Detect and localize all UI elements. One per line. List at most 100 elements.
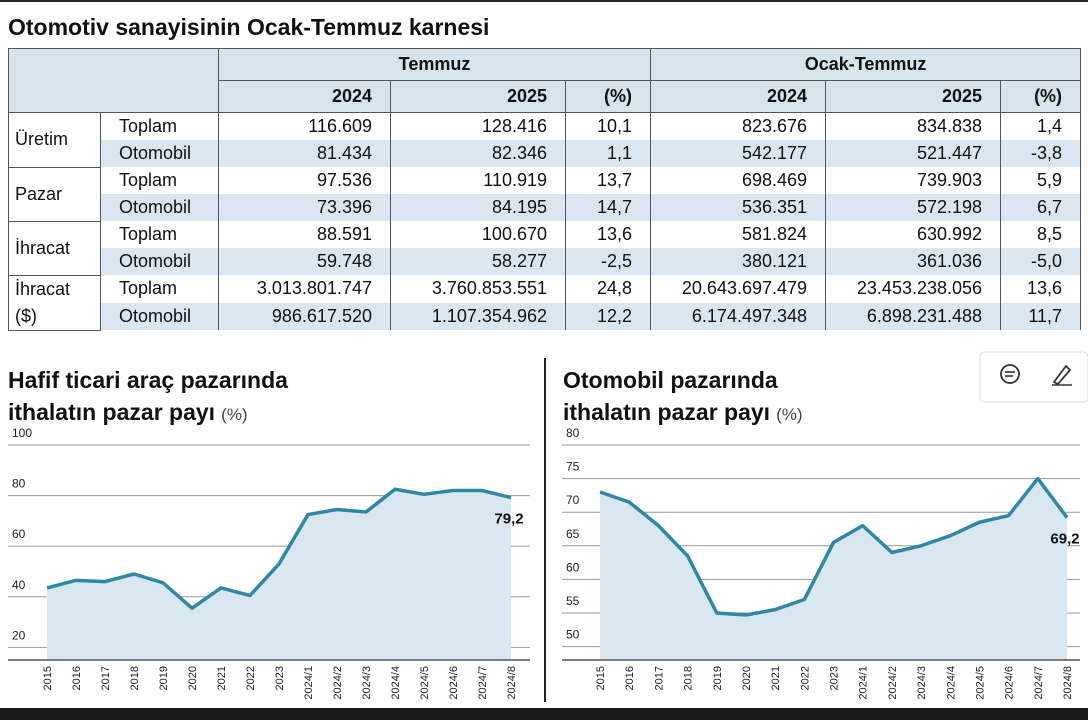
x-tick-label: 2024/1	[303, 666, 315, 700]
x-tick-label: 2020	[741, 666, 753, 690]
column-header: 2024	[218, 80, 391, 113]
page-title: Otomotiv sanayisinin Ocak-Temmuz karnesi	[8, 14, 490, 40]
x-tick-label: 2016	[71, 666, 83, 690]
y-tick-label: 40	[12, 578, 26, 592]
cell: 1,4	[1000, 112, 1082, 140]
cell: 823.676	[650, 112, 827, 140]
x-tick-label: 2024/5	[974, 666, 986, 700]
cell: 88.591	[218, 221, 391, 248]
x-tick-label: 2023	[829, 666, 841, 690]
x-tick-label: 2022	[799, 666, 811, 690]
cell: 572.198	[825, 194, 1002, 221]
y-tick-label: 70	[566, 493, 580, 507]
x-tick-label: 2019	[712, 666, 724, 690]
cell: 5,9	[1000, 167, 1082, 194]
cell: 581.824	[650, 221, 827, 248]
unit: (%)	[221, 405, 247, 424]
x-tick-label: 2024/4	[945, 666, 957, 700]
chart-title: Otomobil pazarında	[563, 367, 778, 393]
cell: 834.838	[825, 112, 1002, 140]
x-tick-label: 2020	[187, 666, 199, 690]
area-fill	[600, 478, 1067, 660]
group-label: İhracat ($)	[8, 274, 101, 331]
cell: 6.174.497.348	[650, 302, 827, 330]
x-tick-label: 2024/1	[858, 666, 870, 700]
y-tick-label: 20	[12, 628, 26, 642]
cell: 14,7	[564, 194, 652, 221]
column-group: Temmuz	[217, 48, 652, 81]
column-header: 2025	[825, 80, 1002, 113]
value-label: 69,2	[1050, 531, 1079, 548]
y-tick-label: 55	[566, 594, 580, 608]
unit: (%)	[776, 405, 802, 424]
row-label: Otomobil	[100, 302, 219, 330]
x-tick-label: 2024/2	[332, 666, 344, 700]
toolbar	[979, 351, 1088, 403]
comment-icon[interactable]	[1000, 364, 1020, 384]
column-header: (%)	[564, 80, 652, 113]
cell: 630.992	[825, 221, 1002, 248]
row-label: Toplam	[100, 275, 219, 303]
x-tick-label: 2016	[624, 666, 636, 690]
column-header: (%)	[1000, 80, 1082, 113]
row-label: Toplam	[100, 112, 219, 140]
column-group: Ocak-Temmuz	[650, 48, 1082, 81]
x-tick-label: 2022	[245, 666, 257, 690]
cell: 536.351	[650, 194, 827, 221]
x-tick-label: 2024/7	[477, 666, 489, 700]
x-tick-label: 2024/2	[887, 666, 899, 700]
x-tick-label: 2024/6	[1004, 666, 1016, 700]
cell: 12,2	[564, 302, 652, 330]
chart-title-line: ithalatın pazar payı	[563, 399, 770, 425]
edit-icon[interactable]	[1052, 364, 1072, 386]
cell: -2,5	[564, 248, 652, 275]
x-tick-label: 2024/3	[916, 666, 928, 700]
cell: 1.107.354.962	[390, 302, 566, 330]
y-tick-label: 100	[12, 426, 32, 440]
cell: 81.434	[218, 140, 391, 167]
cell: 116.609	[218, 112, 391, 140]
y-tick-label: 80	[12, 477, 26, 491]
cell: -5,0	[1000, 248, 1082, 275]
x-tick-label: 2021	[770, 666, 782, 690]
cell: 739.903	[825, 167, 1002, 194]
cell: 13,6	[564, 221, 652, 248]
group-label: Üretim	[8, 112, 101, 168]
cell: 59.748	[218, 248, 391, 275]
cell: 24,8	[564, 275, 652, 303]
cell: 84.195	[390, 194, 566, 221]
cell: 986.617.520	[218, 302, 391, 330]
cell: 361.036	[825, 248, 1002, 275]
cell: 542.177	[650, 140, 827, 167]
group-label: İhracat	[8, 220, 101, 276]
cell: 73.396	[218, 194, 391, 221]
x-tick-label: 2018	[683, 666, 695, 690]
y-tick-label: 80	[566, 426, 580, 440]
line	[46, 487, 512, 610]
cell: 110.919	[390, 167, 566, 194]
y-tick-label: 60	[12, 527, 26, 541]
line	[599, 476, 1069, 617]
cell: 23.453.238.056	[825, 275, 1002, 303]
chart-title-line: ithalatın pazar payı	[8, 399, 215, 425]
group-label: Pazar	[8, 166, 101, 222]
x-tick-label: 2015	[42, 666, 54, 690]
cell: 128.416	[390, 112, 566, 140]
row-label: Toplam	[100, 167, 219, 194]
corner	[8, 48, 219, 113]
chart-title: ithalatın pazar payı (%)	[563, 399, 803, 425]
cell: 10,1	[564, 112, 652, 140]
cell: 97.536	[218, 167, 391, 194]
x-tick-label: 2024/5	[419, 666, 431, 700]
cell: 1,1	[564, 140, 652, 167]
y-tick-label: 65	[566, 527, 580, 541]
cell: 698.469	[650, 167, 827, 194]
y-tick-label: 50	[566, 628, 580, 642]
area-fill	[47, 489, 511, 660]
x-tick-label: 2017	[653, 666, 665, 690]
cell: 82.346	[390, 140, 566, 167]
x-tick-label: 2021	[216, 666, 228, 690]
x-tick-label: 2024/7	[1033, 666, 1045, 700]
row-label: Toplam	[100, 221, 219, 248]
column-header: 2024	[650, 80, 827, 113]
